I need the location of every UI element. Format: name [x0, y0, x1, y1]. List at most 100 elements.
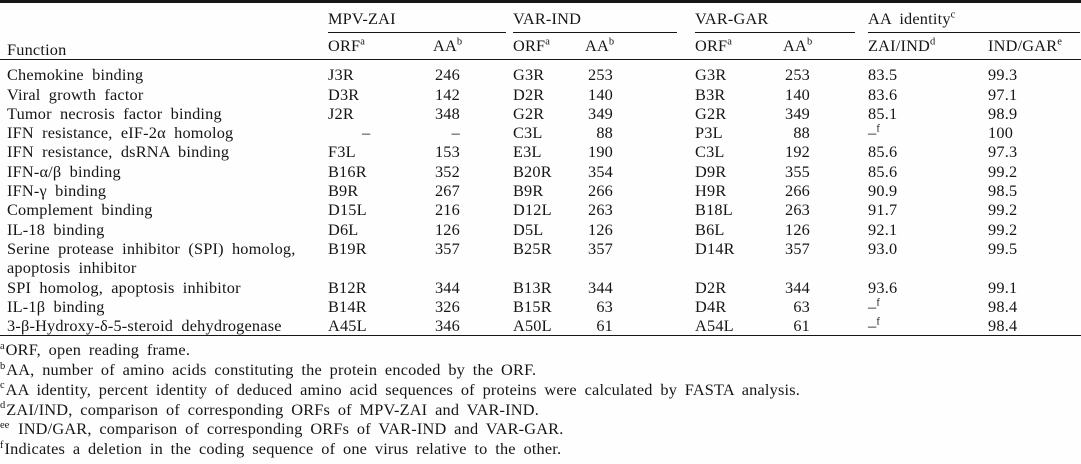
aa-cell: 88: [793, 123, 811, 143]
identity-cell: 98.4: [988, 296, 1018, 316]
aa-cell: 348: [434, 103, 460, 123]
orf-cell: D5L: [513, 219, 544, 239]
aa-cell: 267: [434, 181, 460, 201]
table-row: IFN-α/β binding B16R 352 B20R 354 D9R 355 85.6 9…: [0, 162, 1081, 181]
identity-cell: 99.2: [988, 219, 1018, 239]
identity-cell: 99.5: [988, 238, 1018, 258]
footnote-ref-a: a: [360, 36, 365, 48]
orf-cell: B20R: [513, 161, 552, 181]
aa-cell: 253: [785, 65, 811, 85]
aa-cell: 126: [785, 219, 811, 239]
aa-cell: 357: [434, 238, 460, 258]
table-body: Chemokine binding J3R 246 G3R 253 G3R 253 83.5 9…: [0, 60, 1081, 336]
column-group-var-ind: VAR-IND: [513, 2, 695, 33]
footnote-marker: f: [0, 439, 4, 451]
function-cell: Complement binding: [7, 200, 153, 220]
aa-cell: 357: [785, 238, 811, 258]
footnote-ref-e: e: [1057, 36, 1062, 48]
footnote-ref-f: f: [876, 123, 880, 135]
table-row: IL-18 binding D6L 126 D5L 126 B6L 126 92.1 99.2: [0, 220, 1081, 239]
aa-cell: 126: [587, 219, 614, 239]
identity-cell: 92.1: [868, 219, 898, 239]
function-cell: IFN-γ binding: [7, 181, 107, 201]
aa-cell: 61: [793, 316, 811, 336]
function-cell: 3-β-Hydroxy-δ-5-steroid dehydrogenase: [7, 316, 282, 336]
aa-cell: 140: [785, 84, 811, 104]
orf-cell: G3R: [513, 65, 545, 85]
group-label: AA identity: [868, 8, 951, 28]
column-header-orf-ind: ORFa: [513, 33, 585, 61]
identity-cell: 99.2: [988, 200, 1018, 220]
identity-cell: 93.6: [868, 277, 898, 297]
orf-cell: J2R: [328, 103, 354, 123]
aa-cell: 140: [587, 84, 614, 104]
orf-cell: B19R: [328, 238, 367, 258]
aa-cell: 246: [434, 65, 460, 85]
orf-cell: B9R: [513, 181, 544, 201]
table-row: Serine protease inhibitor (SPI) homolog,…: [0, 239, 1081, 278]
identity-cell: 90.9: [868, 181, 898, 201]
aa-cell: 126: [434, 219, 460, 239]
orf-cell: G2R: [513, 103, 545, 123]
orf-cell: D12L: [513, 200, 552, 220]
table-row: IFN-γ binding B9R 267 B9R 266 H9R 266 90.9 98.5: [0, 181, 1081, 200]
orf-cell: A45L: [328, 316, 367, 336]
aa-cell: 253: [587, 65, 614, 85]
footnote-ref-f: f: [876, 297, 880, 309]
table-header: Function MPV-ZAI VAR-IND VAR-GAR AA iden…: [0, 1, 1081, 61]
orf-cell: –: [362, 123, 371, 143]
aa-cell: 349: [785, 103, 811, 123]
aa-cell: 263: [587, 200, 614, 220]
orf-cell: J3R: [328, 65, 354, 85]
orf-cell: H9R: [695, 181, 727, 201]
column-group-aa-identity: AA identityc: [868, 2, 1081, 33]
orf-cell: B16R: [328, 161, 367, 181]
function-cell: SPI homolog, apoptosis inhibitor: [7, 277, 241, 297]
table-row: SPI homolog, apoptosis inhibitor B12R 344 B…: [0, 278, 1081, 297]
aa-cell: 190: [587, 142, 614, 162]
aa-cell: 61: [596, 316, 614, 336]
identity-cell: 85.1: [868, 103, 898, 123]
sub-header-row: ORFa AAb ORFa AAb ORFa AAb ZAI/INDd IND/…: [0, 33, 1081, 61]
footnote-ref-f: f: [876, 316, 880, 328]
column-group-var-gar: VAR-GAR: [695, 2, 868, 33]
group-header-row: Function MPV-ZAI VAR-IND VAR-GAR AA iden…: [0, 1, 1081, 61]
identity-cell: –f: [868, 123, 880, 143]
footnote-marker: a: [0, 341, 5, 353]
column-header-orf-gar: ORFa: [695, 33, 784, 61]
orf-cell: D6L: [328, 219, 359, 239]
aa-cell: 352: [434, 161, 460, 181]
aa-cell: 357: [587, 238, 614, 258]
function-cell: IFN resistance, dsRNA binding: [7, 142, 230, 162]
orf-comparison-table: Function MPV-ZAI VAR-IND VAR-GAR AA iden…: [0, 0, 1081, 337]
table-row: Chemokine binding J3R 246 G3R 253 G3R 253 83.5 9…: [0, 60, 1081, 85]
aa-cell: 63: [793, 296, 811, 316]
footnote-marker: b: [0, 360, 6, 372]
footnote-marker: d: [0, 400, 6, 412]
footnote-ref-c: c: [950, 9, 956, 21]
column-header-aa-ind: AAb: [585, 33, 696, 61]
footnote-text: ORF, open reading frame.: [5, 340, 191, 360]
function-cell: Chemokine binding: [7, 65, 144, 85]
orf-cell: B25R: [513, 238, 552, 258]
footnote-text: AA, number of amino acids constituting t…: [6, 360, 537, 380]
group-label: VAR-GAR: [695, 8, 769, 28]
orf-cell: D9R: [695, 161, 727, 181]
footnote-ref-b: b: [608, 36, 615, 48]
aa-cell: 263: [785, 200, 811, 220]
function-cell: IL-1β binding: [7, 296, 105, 316]
footnote: dZAI/IND, comparison of corresponding OR…: [0, 400, 1081, 420]
footnote-marker: ee: [0, 419, 10, 431]
identity-cell: 98.5: [988, 181, 1018, 201]
aa-cell: 349: [587, 103, 614, 123]
footnote-marker: c: [0, 380, 5, 392]
orf-cell: B6L: [695, 219, 725, 239]
group-label: MPV-ZAI: [328, 8, 396, 28]
identity-cell: 98.9: [988, 103, 1018, 123]
identity-cell: –f: [868, 296, 880, 316]
footnote: bAA, number of amino acids constituting …: [0, 360, 1081, 380]
identity-cell: 99.1: [988, 277, 1018, 297]
function-cell: IL-18 binding: [7, 219, 105, 239]
aa-cell: 346: [434, 316, 460, 336]
column-header-ind-gar: IND/GARe: [988, 33, 1081, 61]
